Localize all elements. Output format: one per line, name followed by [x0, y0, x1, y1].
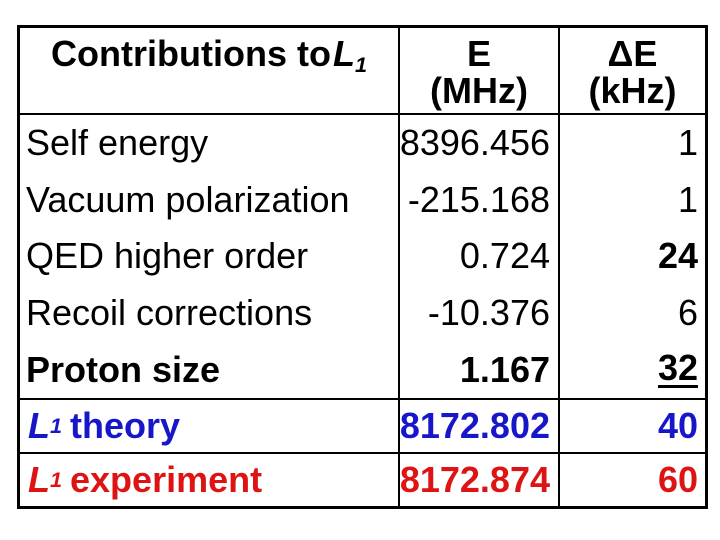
l1-theory-subscript: 1 [50, 413, 63, 438]
header-delta-e-symbol: ΔE [607, 33, 658, 74]
table-body: Self energy 8396.456 1 Vacuum polarizati… [20, 115, 705, 400]
row-self-energy-e: 8396.456 [398, 115, 558, 172]
proton-size-de-value: 32 [657, 347, 698, 389]
row-recoil-corrections-de: 6 [558, 284, 705, 342]
row-l1-experiment-e: 8172.874 [398, 454, 558, 506]
row-proton-size-label: Proton size [26, 348, 221, 390]
row-vacuum-polarization-e: -215.168 [398, 171, 558, 229]
row-qed-higher-order-label: QED higher order [26, 235, 309, 277]
row-l1-experiment-de: 60 [558, 454, 705, 506]
l1-experiment-symbol: L [28, 459, 50, 500]
row-l1-experiment-label: L 1 experiment [20, 454, 398, 506]
row-recoil-corrections-label: Recoil corrections [26, 292, 313, 334]
header-delta-e-unit: (kHz) [588, 70, 677, 111]
l1-experiment-subscript: 1 [50, 467, 63, 492]
header-L-symbol: L [332, 33, 355, 74]
header-delta-e-khz: ΔE (kHz) [558, 28, 705, 113]
header-L-subscript: 1 [354, 52, 367, 78]
row-qed-higher-order-e: 0.724 [398, 228, 558, 285]
row-proton-size-de: 32 [558, 341, 705, 398]
l1-experiment-text: experiment [70, 459, 263, 500]
header-e-symbol: E [466, 33, 491, 74]
contributions-table: Contributions toL1 E (MHz) ΔE (kHz) Self… [17, 25, 708, 509]
header-e-mhz: E (MHz) [398, 28, 558, 113]
row-l1-theory-e: 8172.802 [398, 400, 558, 452]
row-l1-theory: L 1 theory 8172.802 40 [20, 400, 705, 454]
row-l1-experiment: L 1 experiment 8172.874 60 [20, 454, 705, 506]
header-contributions: Contributions toL1 [20, 28, 398, 113]
row-self-energy-de: 1 [558, 115, 705, 172]
row-l1-theory-label: L 1 theory [20, 400, 398, 452]
row-recoil-corrections-e: -10.376 [398, 284, 558, 342]
l1-theory-text: theory [70, 405, 181, 446]
header-e-unit: (MHz) [430, 70, 528, 111]
row-qed-higher-order-de: 24 [558, 228, 705, 285]
row-l1-theory-de: 40 [558, 400, 705, 452]
l1-theory-symbol: L [28, 405, 50, 446]
row-vacuum-polarization-de: 1 [558, 171, 705, 229]
row-vacuum-polarization-label: Vacuum polarization [26, 178, 350, 220]
row-proton-size-e: 1.167 [398, 341, 558, 398]
header-contributions-text: Contributions to [51, 33, 331, 74]
row-self-energy-label: Self energy [26, 122, 209, 164]
table-header-row: Contributions toL1 E (MHz) ΔE (kHz) [20, 28, 705, 115]
